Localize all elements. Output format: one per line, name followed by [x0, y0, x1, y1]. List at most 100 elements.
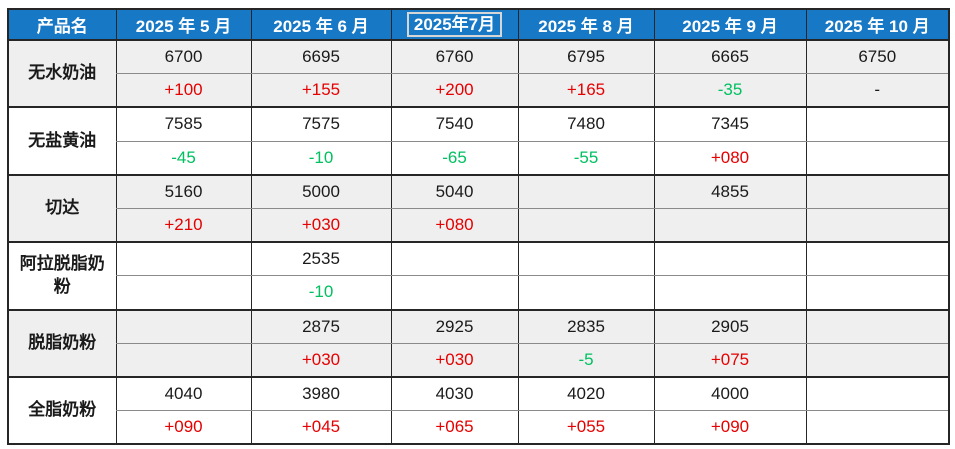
change-cell[interactable]: +090 [653, 410, 806, 445]
price-cell[interactable]: 4000 [653, 375, 806, 412]
change-cell[interactable]: +030 [390, 343, 518, 377]
price-cell[interactable]: 4020 [517, 375, 654, 412]
change-cell[interactable]: -10 [250, 141, 391, 175]
table-row: 切达 5160 5000 5040 4855 [7, 173, 949, 243]
product-name[interactable]: 切达 [7, 173, 116, 243]
price-cell[interactable]: 3980 [250, 375, 391, 412]
price-cell[interactable]: 2835 [517, 308, 654, 344]
product-name[interactable]: 脱脂奶粉 [7, 308, 116, 377]
change-cell[interactable]: -45 [115, 141, 251, 175]
header-month-october[interactable]: 2025 年 10 月 [805, 9, 949, 41]
product-name[interactable]: 无盐黄油 [7, 106, 116, 175]
header-row: 产品名 2025 年 5 月 2025 年 6 月 2025年7月 2025 年… [7, 9, 949, 41]
change-cell[interactable]: - [805, 73, 949, 108]
table-row: -10 [8, 275, 949, 310]
header-month-july-selected[interactable]: 2025年7月 [390, 9, 518, 41]
change-cell[interactable]: +080 [653, 141, 806, 175]
price-table: 产品名 2025 年 5 月 2025 年 6 月 2025年7月 2025 年… [7, 8, 950, 446]
change-cell[interactable] [517, 208, 654, 243]
price-cell[interactable]: 7345 [653, 106, 806, 142]
price-cell[interactable]: 4855 [653, 173, 806, 209]
price-cell[interactable]: 4040 [115, 375, 251, 412]
price-cell[interactable] [805, 173, 949, 209]
change-cell[interactable]: +045 [250, 410, 391, 445]
price-cell[interactable] [517, 173, 654, 209]
change-cell[interactable]: +210 [115, 208, 251, 243]
price-cell[interactable]: 5160 [115, 173, 251, 209]
price-cell[interactable] [653, 241, 806, 277]
change-cell[interactable] [805, 275, 949, 310]
price-cell[interactable]: 4030 [390, 375, 518, 412]
price-cell[interactable]: 2875 [250, 308, 391, 344]
price-cell[interactable] [115, 308, 251, 344]
table-row: +210 +030 +080 [8, 208, 949, 243]
price-cell[interactable] [805, 308, 949, 344]
price-cell[interactable] [390, 241, 518, 277]
change-cell[interactable] [805, 410, 949, 445]
change-cell[interactable] [390, 275, 518, 310]
price-cell[interactable]: 7540 [390, 106, 518, 142]
table-row: 全脂奶粉 4040 3980 4030 4020 4000 [7, 375, 949, 445]
change-cell[interactable] [115, 275, 251, 310]
change-cell[interactable] [653, 275, 806, 310]
change-cell[interactable] [805, 208, 949, 243]
header-month-june[interactable]: 2025 年 6 月 [250, 9, 391, 41]
change-cell[interactable]: +155 [250, 73, 391, 108]
change-cell[interactable]: -5 [517, 343, 654, 377]
price-cell[interactable]: 6795 [517, 39, 654, 75]
table-row: 无盐黄油 7585 7575 7540 7480 7345 [7, 106, 949, 175]
price-cell[interactable]: 6750 [805, 39, 949, 75]
price-cell[interactable]: 5000 [250, 173, 391, 209]
price-cell[interactable]: 6665 [653, 39, 806, 75]
price-cell[interactable]: 2905 [653, 308, 806, 344]
change-cell[interactable]: +030 [250, 208, 391, 243]
change-cell[interactable]: +030 [250, 343, 391, 377]
product-name[interactable]: 无水奶油 [7, 38, 116, 108]
change-cell[interactable]: +080 [390, 208, 518, 243]
change-cell[interactable] [805, 343, 949, 377]
change-cell[interactable] [517, 275, 654, 310]
header-product-name[interactable]: 产品名 [7, 9, 116, 41]
change-cell[interactable]: +200 [390, 73, 518, 108]
table-row: +090 +045 +065 +055 +090 [8, 410, 949, 445]
price-cell[interactable]: 6695 [250, 39, 391, 75]
change-cell[interactable]: +075 [653, 343, 806, 377]
price-cell[interactable] [805, 375, 949, 412]
selected-cell-box: 2025年7月 [406, 11, 503, 38]
change-cell[interactable]: -65 [390, 141, 518, 175]
change-cell[interactable]: +055 [517, 410, 654, 445]
change-cell[interactable] [653, 208, 806, 243]
price-cell[interactable]: 6700 [115, 39, 251, 75]
table-row: 脱脂奶粉 2875 2925 2835 2905 [7, 308, 949, 377]
change-cell[interactable]: +090 [115, 410, 251, 445]
table-row: 阿拉脱脂奶粉 2535 [7, 241, 949, 310]
header-month-september[interactable]: 2025 年 9 月 [653, 9, 806, 41]
product-name[interactable]: 阿拉脱脂奶粉 [7, 241, 116, 310]
price-cell[interactable]: 2925 [390, 308, 518, 344]
price-cell[interactable]: 7480 [517, 106, 654, 142]
change-cell[interactable]: +065 [390, 410, 518, 445]
change-cell[interactable] [805, 141, 949, 175]
price-cell[interactable]: 2535 [250, 241, 391, 277]
product-name[interactable]: 全脂奶粉 [7, 375, 116, 445]
header-month-may[interactable]: 2025 年 5 月 [115, 9, 251, 41]
table-row: +030 +030 -5 +075 [8, 343, 949, 377]
price-cell[interactable]: 7575 [250, 106, 391, 142]
change-cell[interactable]: +100 [115, 73, 251, 108]
price-cell[interactable]: 6760 [390, 39, 518, 75]
change-cell[interactable]: -55 [517, 141, 654, 175]
price-cell[interactable] [805, 106, 949, 142]
price-cell[interactable]: 5040 [390, 173, 518, 209]
price-cell[interactable] [517, 241, 654, 277]
price-cell[interactable] [115, 241, 251, 277]
table-row: 无水奶油 6700 6695 6760 6795 6665 6750 [7, 38, 949, 108]
table-row: -45 -10 -65 -55 +080 [8, 141, 949, 175]
change-cell[interactable]: -10 [250, 275, 391, 310]
price-cell[interactable]: 7585 [115, 106, 251, 142]
change-cell[interactable]: -35 [653, 73, 806, 108]
table-row: +100 +155 +200 +165 -35 - [8, 73, 949, 108]
header-month-august[interactable]: 2025 年 8 月 [517, 9, 654, 41]
change-cell[interactable]: +165 [517, 73, 654, 108]
price-cell[interactable] [805, 241, 949, 277]
change-cell[interactable] [115, 343, 251, 377]
